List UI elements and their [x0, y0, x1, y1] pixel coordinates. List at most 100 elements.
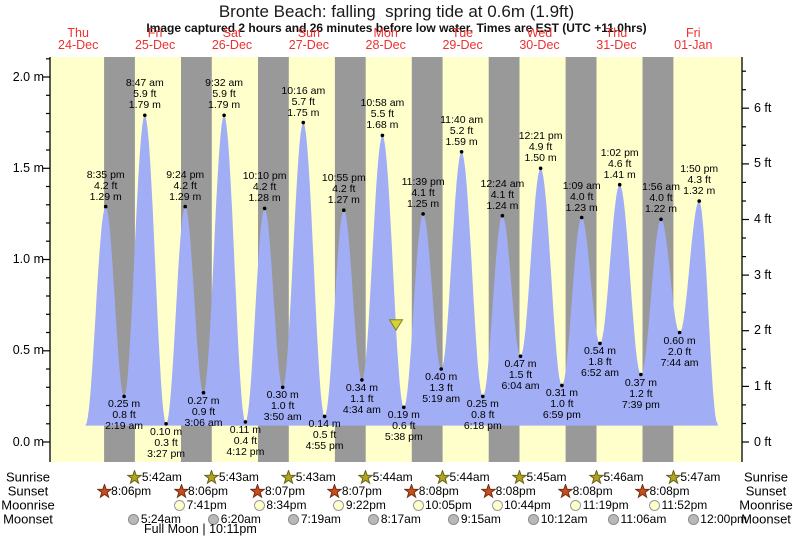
moonset-time: 7:19am	[300, 512, 341, 526]
left-axis-tick-label: 0.0 m	[12, 434, 44, 449]
tide-point-dot	[659, 217, 663, 222]
high-tide-annotation: 12:21 pm 4.9 ft 1.50 m	[518, 130, 563, 165]
high-tide-annotation: 1:56 am 4.0 ft 1.22 m	[642, 181, 680, 216]
sunrise-time: 5:43am	[218, 470, 259, 484]
day-label: Tue 29-Dec	[442, 26, 483, 52]
sunset-row-label-left: Sunset	[7, 483, 49, 499]
moonrise-time: 11:52pm	[661, 498, 708, 512]
low-tide-annotation: 0.10 m 0.3 ft 3:27 pm	[147, 425, 186, 460]
low-tide-annotation: 0.30 m 1.0 ft 3:50 am	[263, 389, 302, 424]
moonset-time: 5:24am	[140, 512, 181, 526]
moonrise-icon	[412, 499, 424, 511]
moonrise-icon	[333, 499, 345, 511]
tide-point-dot	[164, 422, 168, 426]
moonrise-time: 9:22pm	[345, 498, 386, 512]
sunrise-time: 5:44am	[449, 470, 490, 484]
tide-point-dot	[518, 354, 523, 359]
chart-title: Bronte Beach: falling spring tide at 0.6…	[218, 2, 575, 21]
left-axis-tick-label: 1.5 m	[12, 160, 44, 175]
tide-point-dot	[538, 166, 543, 171]
day-label: Thu 24-Dec	[58, 26, 99, 52]
right-axis-tick-label: 3 ft	[754, 267, 772, 282]
tide-point-dot	[500, 213, 505, 218]
moonrise-time: 11:19pm	[582, 498, 629, 512]
sunset-time: 8:06pm	[111, 484, 152, 498]
right-axis-tick-label: 4 ft	[754, 211, 772, 226]
low-tide-annotation: 0.47 m 1.5 ft 6:04 am	[501, 358, 540, 393]
moonrise-icon	[174, 499, 186, 511]
sunrise-time: 5:47am	[680, 470, 721, 484]
chart-subtitle: Image captured 2 hours and 26 minutes be…	[146, 21, 647, 35]
sunset-icon	[250, 483, 266, 498]
tide-point-dot	[617, 182, 622, 187]
tide-point-dot	[103, 204, 108, 209]
sunrise-time: 5:44am	[372, 470, 413, 484]
low-tide-annotation: 0.31 m 1.0 ft 6:59 pm	[542, 387, 581, 422]
sunset-icon	[481, 483, 497, 498]
low-tide-annotation: 0.54 m 1.8 ft 6:52 am	[581, 345, 619, 380]
right-axis-tick-label: 5 ft	[754, 156, 772, 171]
current-tide-marker	[388, 319, 404, 332]
moonset-icon	[288, 513, 300, 525]
right-axis-tick-label: 2 ft	[754, 323, 772, 338]
moonset-icon	[528, 513, 540, 525]
tide-point-dot	[380, 133, 385, 138]
sunset-time: 8:06pm	[188, 484, 229, 498]
sunset-icon	[173, 483, 189, 498]
moonrise-time: 10:44pm	[504, 498, 551, 512]
tide-point-dot	[402, 405, 406, 410]
sunrise-row-label-left: Sunrise	[5, 469, 51, 485]
day-label: Mon 28-Dec	[365, 26, 406, 52]
day-label: Sun 27-Dec	[288, 26, 330, 52]
sunrise-icon	[281, 469, 297, 484]
moonrise-time: 8:34pm	[266, 498, 307, 512]
day-label: Fri 25-Dec	[134, 26, 176, 52]
tide-point-dot	[222, 113, 226, 118]
moonset-row-label-left: Moonset	[3, 511, 53, 527]
tide-point-dot	[439, 367, 444, 371]
moonset-icon	[448, 513, 460, 525]
tide-point-dot	[122, 394, 126, 399]
high-tide-annotation: 10:10 pm 4.2 ft 1.28 m	[242, 170, 287, 205]
sunrise-row-label-right: Sunrise	[743, 469, 789, 485]
high-tide-annotation: 1:02 pm 4.6 ft 1.41 m	[600, 146, 639, 181]
moonrise-icon	[648, 499, 660, 511]
tide-point-dot	[560, 383, 564, 388]
sunset-icon	[558, 483, 574, 498]
high-tide-annotation: 12:24 am 4.1 ft 1.24 m	[480, 177, 525, 212]
moonrise-time: 10:05pm	[425, 498, 472, 512]
moonset-time: 12:00pm	[700, 512, 747, 526]
low-tide-annotation: 0.40 m 1.3 ft 5:19 am	[422, 371, 461, 405]
low-tide-annotation: 0.37 m 1.2 ft 7:39 pm	[621, 376, 660, 411]
right-axis-tick-label: 6 ft	[754, 100, 772, 115]
low-tide-annotation: 0.25 m 0.8 ft 2:19 am	[105, 398, 144, 433]
tide-point-dot	[360, 378, 364, 382]
moonrise-icon	[253, 499, 265, 511]
low-tide-annotation: 0.19 m 0.6 ft 5:38 pm	[384, 409, 423, 444]
tide-point-dot	[697, 199, 701, 203]
sunset-row-label-right: Sunset	[745, 483, 787, 499]
sunrise-icon	[512, 469, 527, 484]
high-tide-annotation: 9:32 am 5.9 ft 1.79 m	[205, 77, 244, 112]
sunset-time: 8:08pm	[649, 484, 690, 498]
sunrise-time: 5:42am	[141, 470, 182, 484]
tide-point-dot	[481, 394, 485, 399]
moonrise-icon	[491, 499, 503, 511]
high-tide-annotation: 10:58 am 5.5 ft 1.68 m	[360, 97, 405, 132]
tide-point-dot	[322, 414, 327, 419]
day-label: Fri 01-Jan	[674, 26, 713, 52]
sunrise-time: 5:43am	[295, 470, 336, 484]
tide-area	[85, 115, 718, 426]
high-tide-annotation: 8:47 am 5.9 ft 1.79 m	[125, 77, 164, 112]
sunrise-icon	[665, 469, 681, 484]
high-tide-annotation: 11:40 am 5.2 ft 1.59 m	[440, 113, 484, 148]
right-axis-tick-label: 0 ft	[754, 434, 772, 449]
sunrise-time: 5:45am	[526, 470, 567, 484]
moonrise-row-label-left: Moonrise	[1, 497, 55, 513]
left-axis-tick-label: 2.0 m	[12, 69, 44, 84]
moonrise-time: 7:41pm	[186, 498, 227, 512]
tide-point-dot	[342, 208, 346, 212]
low-tide-annotation: 0.27 m 0.9 ft 3:06 am	[184, 394, 223, 429]
low-tide-annotation: 0.25 m 0.8 ft 6:18 pm	[463, 398, 502, 433]
